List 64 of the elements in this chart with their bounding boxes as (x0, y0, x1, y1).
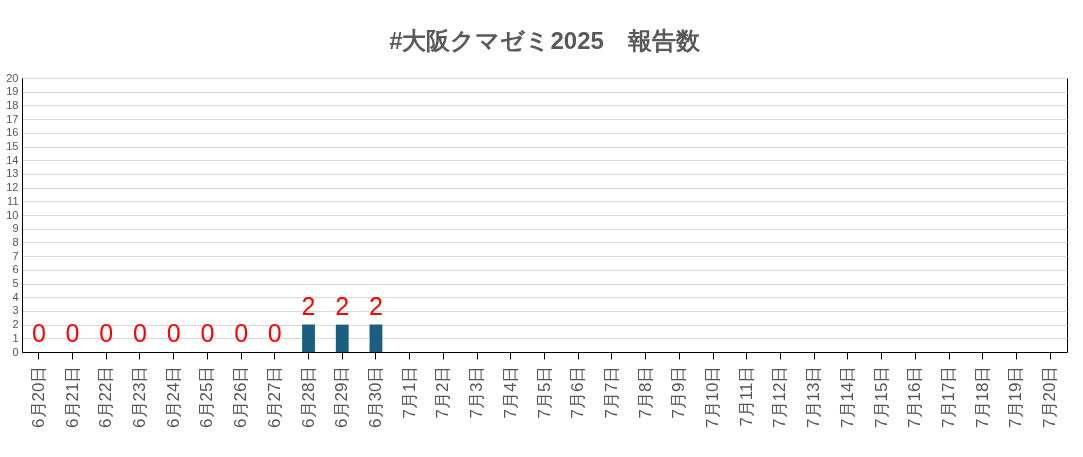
x-tick-label: 7月14日 (837, 365, 857, 428)
x-tick-label: 7月17日 (939, 365, 959, 428)
y-tick-label: 2 (12, 318, 19, 331)
x-tick-label: 6月29日 (332, 365, 352, 428)
x-tick-label: 6月26日 (231, 365, 251, 428)
x-tick-label: 6月20日 (28, 365, 48, 428)
data-label: 2 (301, 291, 316, 320)
y-tick-label: 9 (12, 222, 19, 235)
x-tick-label: 6月25日 (197, 365, 217, 428)
y-tick-label: 3 (12, 304, 19, 317)
y-tick-label: 11 (7, 194, 19, 207)
y-tick-label: 0 (12, 345, 19, 358)
y-tick-label: 8 (12, 235, 19, 248)
y-tick-label: 16 (6, 126, 19, 139)
y-tick-label: 14 (6, 153, 19, 166)
y-tick-label: 13 (6, 167, 19, 180)
y-tick-label: 12 (6, 181, 19, 194)
x-tick-label: 7月20日 (1040, 365, 1060, 428)
x-tick-label: 7月4日 (500, 365, 520, 419)
x-tick-label: 6月28日 (298, 365, 318, 428)
data-label: 2 (335, 291, 350, 320)
y-tick-label: 10 (6, 208, 19, 221)
x-tick-label: 7月8日 (635, 365, 655, 419)
y-tick-label: 20 (6, 71, 19, 84)
data-label: 0 (65, 319, 80, 347)
y-tick-label: 7 (12, 249, 19, 262)
x-tick-label: 7月9日 (669, 365, 689, 419)
x-tick-label: 7月19日 (1006, 365, 1026, 428)
x-tick-label: 6月30日 (365, 365, 385, 428)
y-tick-label: 15 (6, 140, 19, 152)
x-tick-label: 6月21日 (62, 365, 82, 428)
x-tick-label: 6月24日 (163, 365, 183, 428)
data-label: 0 (166, 319, 181, 347)
x-tick-label: 7月1日 (399, 365, 419, 419)
x-tick-label: 6月22日 (96, 365, 116, 428)
y-tick-label: 17 (6, 112, 19, 125)
x-tick-label: 7月2日 (433, 365, 453, 419)
x-tick-label: 7月3日 (467, 365, 487, 419)
y-tick-label: 18 (6, 98, 19, 111)
x-tick-label: 7月16日 (905, 365, 925, 428)
data-label: 0 (133, 319, 147, 347)
y-tick-label: 5 (12, 277, 19, 289)
y-tick-label: 6 (12, 263, 19, 276)
x-tick-label: 7月12日 (770, 365, 790, 428)
x-tick-label: 7月6日 (568, 365, 588, 419)
data-label: 0 (234, 319, 249, 347)
x-tick-label: 7月7日 (601, 365, 621, 419)
x-tick-label: 7月15日 (871, 365, 891, 428)
data-label: 0 (31, 319, 46, 347)
y-tick-label: 19 (6, 85, 19, 98)
chart-title: #大阪クマゼミ2025 報告数 (389, 27, 701, 54)
y-tick-label: 1 (12, 331, 19, 344)
data-label: 0 (99, 319, 114, 347)
data-label: 0 (267, 319, 282, 347)
x-tick-label: 7月5日 (534, 365, 554, 419)
x-tick-label: 6月23日 (129, 365, 149, 428)
y-tick-label: 4 (12, 290, 19, 303)
x-tick-label: 7月13日 (804, 365, 824, 428)
x-tick-label: 7月10日 (703, 365, 723, 428)
x-tick-label: 7月11日 (736, 365, 756, 427)
x-tick-label: 6月27日 (264, 365, 284, 428)
x-tick-label: 7月18日 (972, 365, 992, 428)
data-label: 2 (369, 291, 383, 320)
data-label: 0 (200, 319, 215, 347)
